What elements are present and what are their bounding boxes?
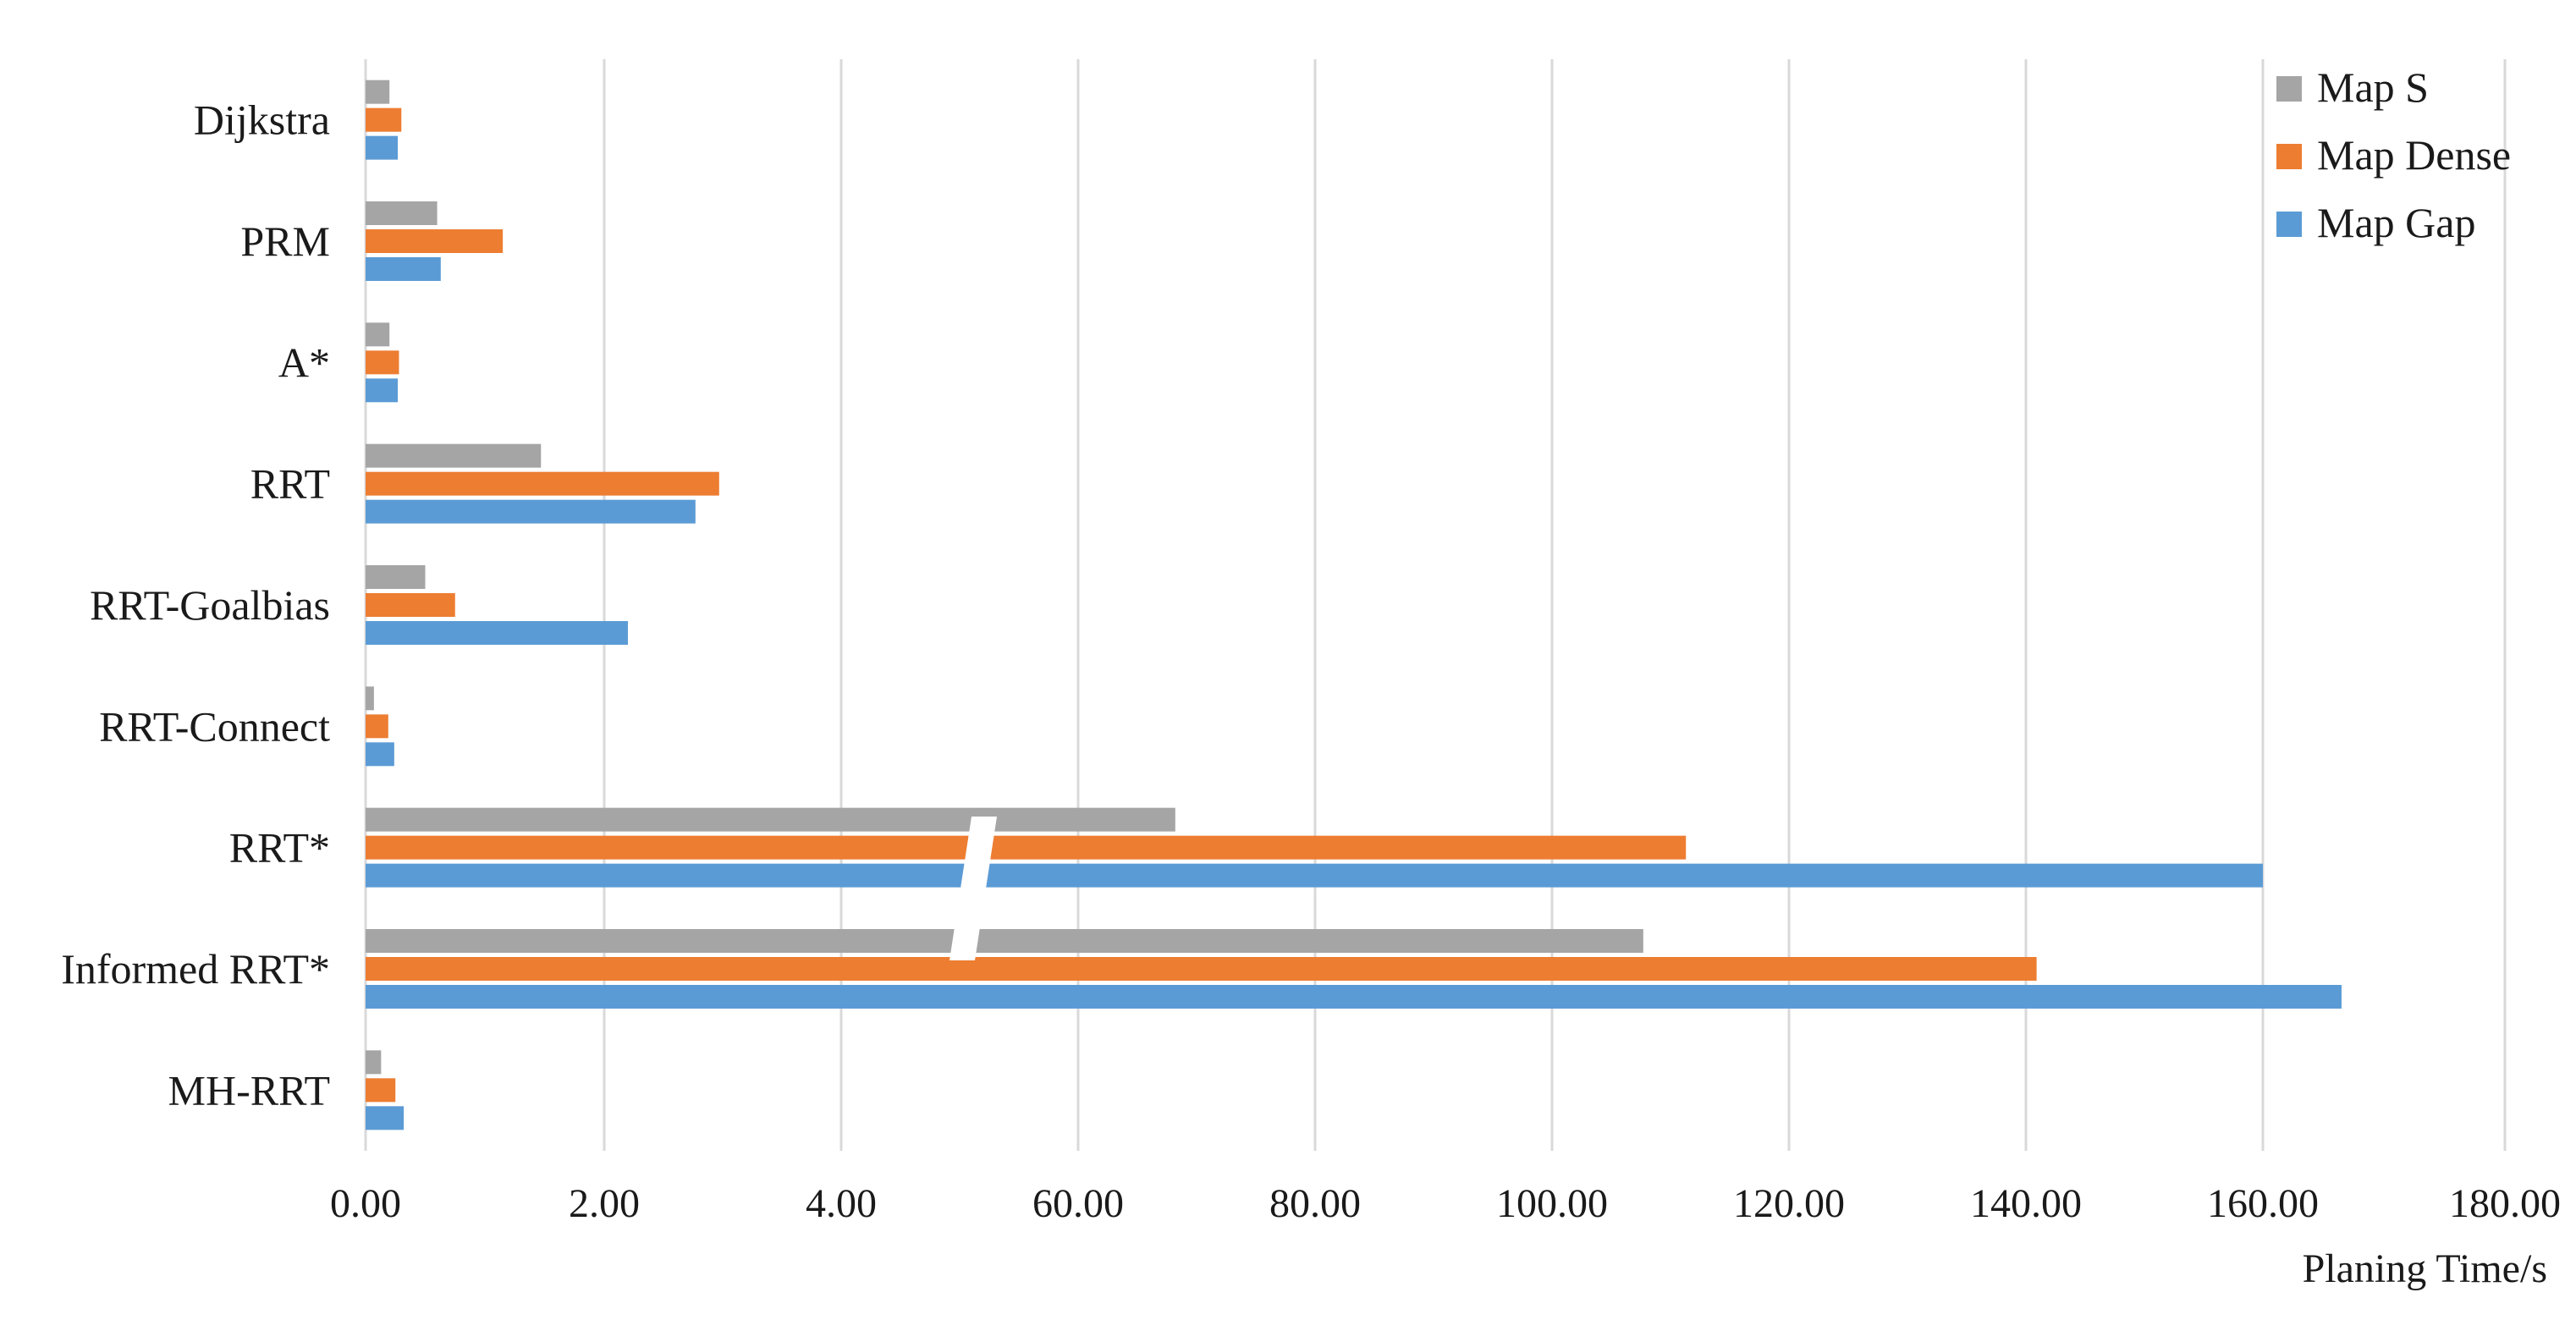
x-tick-label: 100.00 — [1496, 1181, 1608, 1226]
x-tick-label: 180.00 — [2449, 1181, 2561, 1226]
x-tick-label: 120.00 — [1733, 1181, 1845, 1226]
bar — [366, 863, 2263, 888]
category-label: Informed RRT* — [61, 945, 330, 993]
bar — [366, 201, 438, 225]
category-label: Dijkstra — [194, 96, 330, 144]
category-label: PRM — [240, 217, 330, 265]
bar — [366, 835, 1687, 860]
bar — [366, 985, 2342, 1009]
bar — [366, 471, 719, 496]
category-label: RRT — [250, 460, 330, 508]
x-tick-label: 60.00 — [1032, 1181, 1124, 1226]
bar — [366, 621, 628, 645]
legend-label: Map S — [2317, 63, 2429, 111]
x-tick-label: 140.00 — [1970, 1181, 2082, 1226]
bar — [366, 80, 390, 104]
bar — [366, 443, 542, 468]
bar — [366, 322, 390, 347]
bar — [366, 565, 426, 589]
axis-break-mark — [949, 817, 997, 960]
legend-swatch — [2276, 76, 2302, 102]
bar — [366, 957, 2037, 981]
category-label: A* — [278, 338, 330, 386]
legend-swatch — [2276, 144, 2302, 169]
bars — [366, 80, 2342, 1130]
bar — [366, 135, 399, 160]
bar — [366, 1050, 382, 1075]
legend-label: Map Dense — [2317, 131, 2511, 179]
bar — [366, 686, 374, 711]
bar — [366, 807, 1175, 832]
x-tick-label: 2.00 — [569, 1181, 640, 1226]
category-label: RRT-Goalbias — [90, 581, 330, 629]
bar — [366, 229, 504, 253]
category-labels: Dijkstra PRM A* RRT RRT-Goalbias RRT-Connect R… — [61, 96, 330, 1114]
category-label: RRT-Connect — [99, 702, 330, 750]
bar — [366, 929, 1643, 953]
bar — [366, 499, 696, 524]
x-tick-labels: 0.00 2.00 4.00 60.00 80.00 100.00 120.00 140.00… — [330, 1181, 2561, 1226]
x-axis-title: Planing Time/s — [2303, 1246, 2547, 1291]
legend: Map S Map Dense Map Gap — [2276, 63, 2511, 246]
bar — [366, 257, 441, 281]
category-label: RRT* — [229, 824, 330, 872]
x-tick-label: 4.00 — [806, 1181, 877, 1226]
bar — [366, 350, 399, 375]
category-label: MH-RRT — [168, 1066, 330, 1114]
bar — [366, 742, 394, 767]
bar — [366, 714, 388, 739]
bar — [366, 1106, 405, 1130]
x-tick-label: 80.00 — [1269, 1181, 1361, 1226]
bar — [366, 378, 399, 403]
bar — [366, 593, 455, 617]
x-tick-label: 0.00 — [330, 1181, 401, 1226]
bar — [366, 107, 402, 132]
legend-label: Map Gap — [2317, 199, 2475, 246]
legend-swatch — [2276, 212, 2302, 237]
x-tick-label: 160.00 — [2207, 1181, 2319, 1226]
bar — [366, 1078, 396, 1103]
break-slash — [949, 817, 997, 960]
